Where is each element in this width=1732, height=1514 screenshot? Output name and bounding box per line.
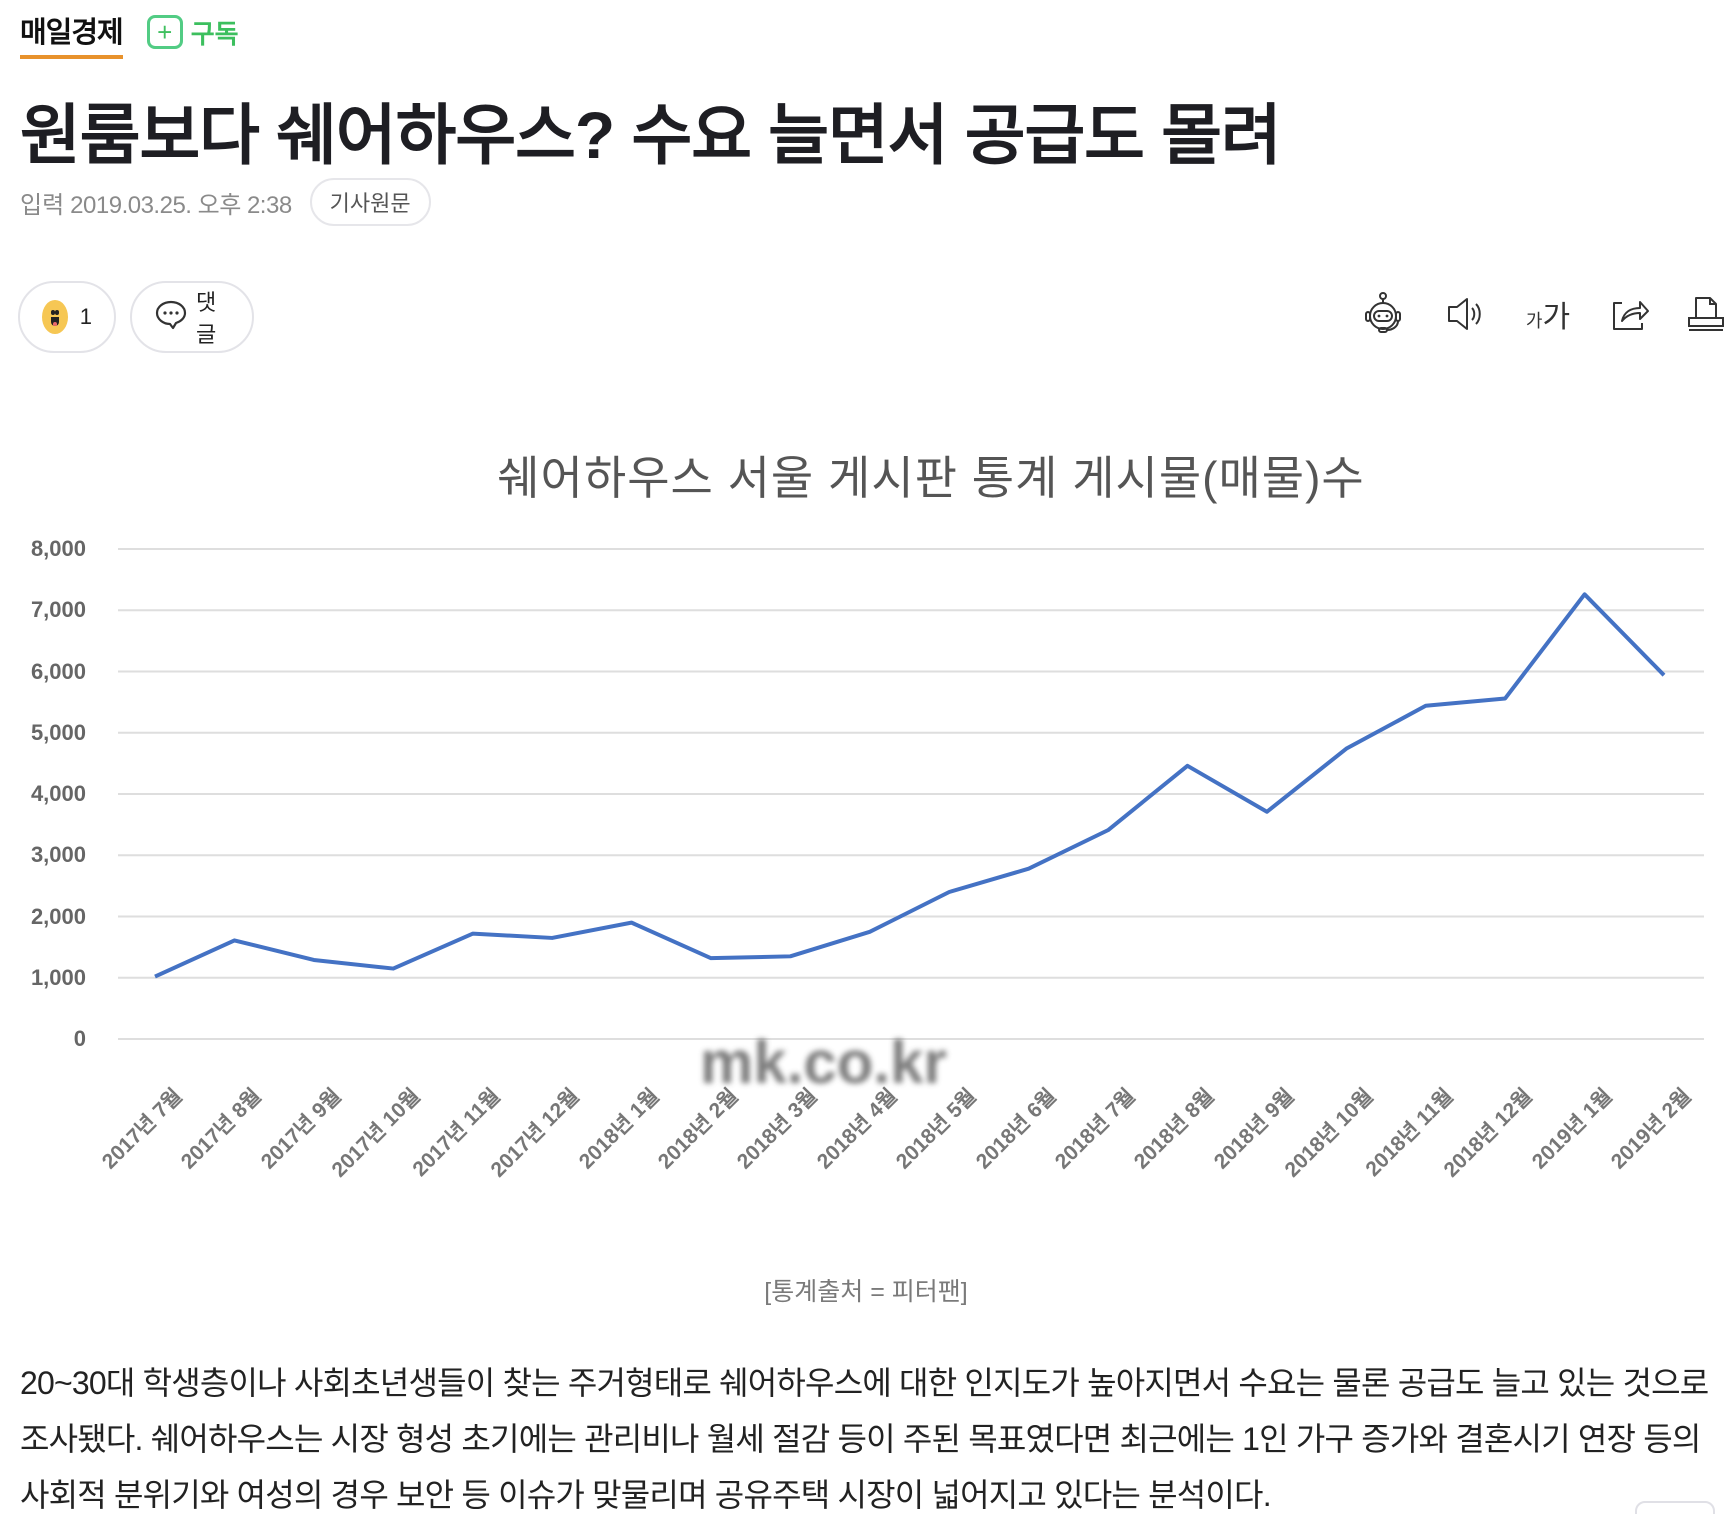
reaction-count: 1 bbox=[79, 304, 92, 329]
summary-bot-icon bbox=[1360, 291, 1406, 337]
y-tick-label: 0 bbox=[73, 1026, 86, 1051]
published-label: 입력 bbox=[20, 191, 65, 219]
share-button[interactable] bbox=[1606, 290, 1654, 338]
y-tick-label: 5,000 bbox=[30, 719, 86, 745]
subscribe-button[interactable]: + 구독 bbox=[146, 14, 239, 51]
comment-label: 댓글 bbox=[196, 290, 217, 347]
y-tick-label: 4,000 bbox=[30, 781, 86, 806]
image-caption: [통계출처 = 피터팬] bbox=[764, 1278, 968, 1306]
print-icon bbox=[1686, 294, 1726, 334]
font-size-button[interactable]: 가가 bbox=[1524, 290, 1572, 338]
speaker-icon bbox=[1445, 296, 1485, 332]
print-button[interactable] bbox=[1682, 290, 1730, 338]
share-icon bbox=[1610, 295, 1650, 333]
y-tick-label: 1,000 bbox=[30, 964, 86, 990]
y-tick-label: 2,000 bbox=[30, 903, 86, 929]
y-tick-label: 6,000 bbox=[30, 658, 86, 684]
floating-button[interactable] bbox=[1635, 1501, 1715, 1514]
y-tick-label: 8,000 bbox=[30, 536, 86, 561]
y-tick-label: 3,000 bbox=[30, 842, 86, 868]
y-tick-label: 7,000 bbox=[30, 597, 86, 623]
article-actions: 1 댓글 bbox=[18, 281, 254, 353]
article-tools: 가가 bbox=[0, 290, 1732, 338]
article-body: 20~30대 학생층이나 사회초년생들이 찾는 주거형태로 쉐어하우스에 대한 … bbox=[20, 1365, 1709, 1513]
chart-title: 쉐어하우스 서울 게시판 통계 게시물(매물)수 bbox=[497, 452, 1365, 504]
font-size-icon: 가가 bbox=[1525, 301, 1571, 334]
original-article-link[interactable]: 기사원문 bbox=[309, 178, 431, 226]
summary-bot-button[interactable] bbox=[1359, 290, 1407, 338]
plus-icon: + bbox=[146, 15, 183, 49]
article-meta: 입력 2019.03.25. 오후 2:38 기사원문 bbox=[20, 178, 431, 226]
press-header: 매일경제 + 구독 bbox=[20, 9, 239, 59]
chart-image: 쉐어하우스 서울 게시판 통계 게시물(매물)수 0 1,000 2,000 3,00… bbox=[0, 420, 1732, 1220]
published-date: 2019.03.25. 오후 2:38 bbox=[70, 191, 292, 219]
watermark: mk.co.kr bbox=[700, 1029, 947, 1096]
reaction-button[interactable]: 1 bbox=[18, 281, 116, 353]
article-headline: 원룸보다 쉐어하우스? 수요 늘면서 공급도 몰려 bbox=[20, 98, 1282, 172]
speech-bubble-icon bbox=[154, 299, 188, 336]
subscribe-label: 구독 bbox=[190, 18, 239, 49]
text-to-speech-button[interactable] bbox=[1441, 290, 1489, 338]
smile-emoji-icon bbox=[42, 300, 68, 334]
comment-button[interactable]: 댓글 bbox=[130, 281, 254, 353]
press-logo[interactable]: 매일경제 bbox=[20, 9, 124, 59]
chart-plot bbox=[118, 548, 1704, 1040]
